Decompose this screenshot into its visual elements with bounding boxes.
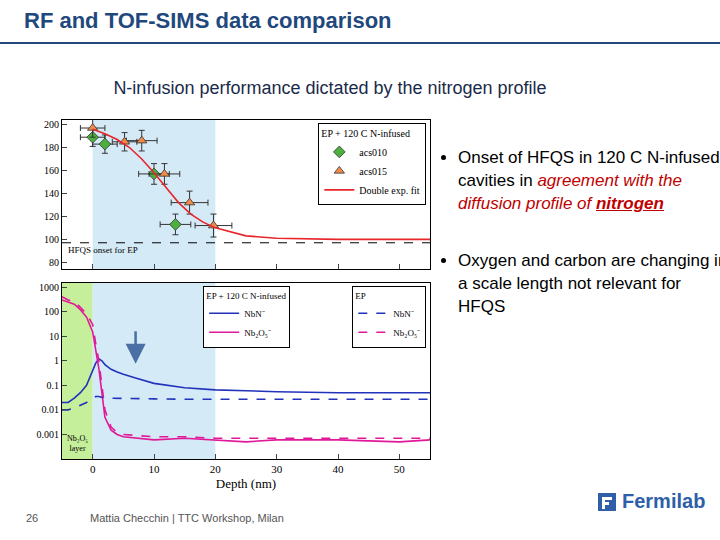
svg-text:80: 80 [49, 257, 59, 268]
svg-text:10: 10 [149, 463, 161, 475]
svg-text:0.001: 0.001 [37, 429, 60, 440]
svg-text:0.01: 0.01 [42, 404, 60, 415]
svg-text:100: 100 [44, 234, 59, 245]
svg-text:Nb₂O₅⁻: Nb₂O₅⁻ [393, 328, 420, 338]
svg-text:40: 40 [333, 463, 345, 475]
html-text:N-infusion performance dictate: N-infusion performance dictated by the n… [113, 78, 547, 98]
html-text:Onset of HFQS in 120 C N-infus: Onset of HFQS in 120 C N-infused cavitie… [458, 148, 720, 213]
svg-text:EP + 120 C N-infused: EP + 120 C N-infused [206, 291, 286, 301]
svg-text:50: 50 [394, 463, 406, 475]
svg-text:160: 160 [44, 165, 59, 176]
svg-text:Nb₂O₅⁻: Nb₂O₅⁻ [244, 328, 271, 338]
svg-text:0.1: 0.1 [47, 380, 60, 391]
svg-text:HFQS onset for EP: HFQS onset for EP [68, 245, 138, 255]
svg-text:180: 180 [44, 142, 59, 153]
html-text:26: 26 [26, 512, 39, 524]
svg-text:acs015: acs015 [359, 166, 387, 177]
svg-text:10: 10 [49, 331, 59, 342]
svg-text:30: 30 [271, 463, 283, 475]
svg-text:120: 120 [44, 211, 59, 222]
svg-text:100: 100 [44, 306, 59, 317]
svg-text:1: 1 [54, 355, 59, 366]
html-text:Fermilab: Fermilab [622, 490, 706, 512]
html-text:Mattia Checchin | TTC Workshop: Mattia Checchin | TTC Workshop, Milan [90, 512, 284, 524]
svg-text:NbN⁻: NbN⁻ [393, 309, 414, 319]
svg-text:140: 140 [44, 188, 59, 199]
svg-text:Double exp. fit: Double exp. fit [359, 185, 419, 196]
svg-text:Nb₂O₅layer: Nb₂O₅layer [67, 434, 88, 453]
svg-text:20: 20 [210, 463, 222, 475]
svg-text:NbN⁻: NbN⁻ [244, 309, 265, 319]
svg-text:acs010: acs010 [359, 147, 387, 158]
svg-text:EP + 120 C N-infused: EP + 120 C N-infused [321, 128, 410, 139]
svg-text:200: 200 [44, 119, 59, 130]
svg-text:Depth (nm): Depth (nm) [216, 476, 276, 491]
html-text:RF and TOF-SIMS data compariso: RF and TOF-SIMS data comparison [24, 8, 392, 33]
svg-text:0: 0 [90, 463, 96, 475]
svg-text:EP: EP [355, 291, 366, 301]
svg-text:1000: 1000 [39, 282, 59, 293]
